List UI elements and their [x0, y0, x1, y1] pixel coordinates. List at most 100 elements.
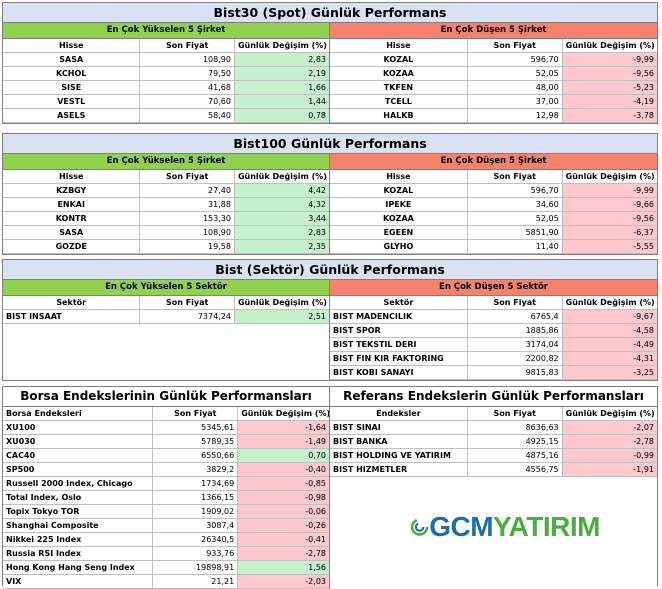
change-cell: -4,49: [562, 337, 657, 352]
change-cell: -4,58: [562, 323, 657, 338]
table-header-row: Endeksler Son Fiyat Günlük Değişim (%): [330, 407, 657, 421]
borsa-indices-table: Borsa Endeksleri Son Fiyat Günlük Değişim …: [3, 407, 329, 589]
bist30-title: Bist30 (Spot) Günlük Performans: [3, 3, 657, 23]
bist30-gainers-table: Hisse Son Fiyat Günlük Değişim (%) SASA 108,…: [3, 39, 329, 123]
price-cell: 19,58: [139, 239, 235, 254]
price-cell: 37,00: [467, 94, 563, 109]
column-header: Son Fiyat: [467, 296, 563, 310]
column-header: Son Fiyat: [139, 39, 235, 53]
bist100-losers: En Çok Düşen 5 Şirket Hisse Son Fiyat Günl…: [330, 154, 657, 254]
name-cell: BIST TEKSTIL DERI: [330, 337, 468, 352]
table-row: BIST MADENCILIK 6765,4 -9,67: [330, 309, 657, 324]
name-cell: BIST HOLDING VE YATIRIM: [330, 448, 468, 463]
table-row: KONTR 153,30 3,44: [3, 211, 329, 226]
price-cell: 108,90: [139, 52, 235, 67]
column-header: Son Fiyat: [139, 296, 235, 310]
table-row: KOZAA 52,05 -9,56: [330, 211, 657, 226]
price-cell: 108,90: [139, 225, 235, 240]
table-row: IPEKE 34,60 -9,66: [330, 197, 657, 212]
change-cell: -2,03: [237, 574, 329, 589]
table-row: BIST BANKA 4925,15 -2,78: [330, 434, 657, 449]
change-cell: -2,78: [562, 434, 657, 449]
table-row: SP500 3829,2 -0,40: [3, 462, 329, 477]
change-cell: -5,55: [562, 239, 657, 254]
table-row: XU100 5345,61 -1,64: [3, 420, 329, 435]
indices-section: Borsa Endekslerinin Günlük Performanslar…: [2, 386, 658, 589]
change-cell: 4,42: [234, 183, 329, 198]
reference-indices-title: Referans Endekslerin Günlük Performansla…: [330, 387, 657, 407]
sector-gainers-table: Sektör Son Fiyat Günlük Değişim (%) BIST IN…: [3, 296, 329, 324]
table-row: ASELS 58,40 0,78: [3, 108, 329, 123]
name-cell: KOZAL: [330, 183, 468, 198]
table-row: GOZDE 19,58 2,35: [3, 239, 329, 254]
table-row: ENKAI 31,88 4,32: [3, 197, 329, 212]
change-cell: -4,31: [562, 351, 657, 366]
table-row: BIST KOBI SANAYI 9815,83 -3,25: [330, 365, 657, 380]
table-row: KOZAL 596,70 -9,99: [330, 52, 657, 67]
name-cell: TCELL: [330, 94, 468, 109]
name-cell: BIST FIN KIR FAKTORING: [330, 351, 468, 366]
name-cell: ENKAI: [3, 197, 141, 212]
price-cell: 26340,5: [152, 532, 239, 547]
name-cell: GLYHO: [330, 239, 468, 254]
price-cell: 1909,02: [152, 504, 239, 519]
name-cell: Hong Kong Hang Seng Index: [3, 560, 154, 575]
price-cell: 8636,63: [467, 420, 563, 435]
column-header: Hisse: [330, 39, 468, 53]
change-cell: -9,66: [562, 197, 657, 212]
borsa-indices: Borsa Endekslerinin Günlük Performanslar…: [3, 387, 330, 589]
name-cell: KZBGY: [3, 183, 141, 198]
reference-indices-table: Endeksler Son Fiyat Günlük Değişim (%) BIST…: [330, 407, 657, 477]
price-cell: 6765,4: [467, 309, 563, 324]
bist100-gainers-table: Hisse Son Fiyat Günlük Değişim (%) KZBGY 27,…: [3, 170, 329, 254]
column-header: Günlük Değişim (%): [234, 170, 329, 184]
change-cell: 2,83: [234, 225, 329, 240]
name-cell: BIST BANKA: [330, 434, 468, 449]
change-cell: -9,67: [562, 309, 657, 324]
table-row: Topix Tokyo TOR 1909,02 -0,06: [3, 504, 329, 519]
price-cell: 3174,04: [467, 337, 563, 352]
reference-indices: Referans Endekslerin Günlük Performansla…: [330, 387, 657, 589]
name-cell: Russell 2000 Index, Chicago: [3, 476, 154, 491]
change-cell: 2,51: [234, 309, 329, 324]
price-cell: 4925,15: [467, 434, 563, 449]
gcm-swirl-icon: [410, 518, 429, 536]
price-cell: 52,05: [467, 66, 563, 81]
bist30-gainers-title: En Çok Yükselen 5 Şirket: [3, 23, 329, 39]
table-header-row: Hisse Son Fiyat Günlük Değişim (%): [330, 170, 657, 184]
name-cell: Shanghai Composite: [3, 518, 154, 533]
change-cell: -9,56: [562, 211, 657, 226]
change-cell: -1,91: [562, 462, 657, 477]
table-header-row: Borsa Endeksleri Son Fiyat Günlük Değişim …: [3, 407, 329, 421]
name-cell: KOZAA: [330, 66, 468, 81]
name-cell: KOZAL: [330, 52, 468, 67]
change-cell: -2,07: [562, 420, 657, 435]
price-cell: 79,50: [139, 66, 235, 81]
table-row: VIX 21,21 -2,03: [3, 574, 329, 589]
table-row: BIST SINAI 8636,63 -2,07: [330, 420, 657, 435]
price-cell: 41,68: [139, 80, 235, 95]
bist100-gainers: En Çok Yükselen 5 Şirket Hisse Son Fiyat G…: [3, 154, 330, 254]
change-cell: -0,99: [562, 448, 657, 463]
name-cell: SASA: [3, 225, 141, 240]
column-header: Son Fiyat: [152, 407, 239, 421]
change-cell: -3,78: [562, 108, 657, 123]
change-cell: 1,66: [234, 80, 329, 95]
column-header: Günlük Değişim (%): [562, 296, 657, 310]
table-row: KCHOL 79,50 2,19: [3, 66, 329, 81]
table-row: TCELL 37,00 -4,19: [330, 94, 657, 109]
price-cell: 5789,35: [152, 434, 239, 449]
table-row: Hong Kong Hang Seng Index 19898,91 1,56: [3, 560, 329, 575]
price-cell: 11,40: [467, 239, 563, 254]
change-cell: -9,56: [562, 66, 657, 81]
sector-losers-table: Sektör Son Fiyat Günlük Değişim (%) BIST MA…: [330, 296, 657, 380]
table-row: SASA 108,90 2,83: [3, 225, 329, 240]
table-row: KOZAL 596,70 -9,99: [330, 183, 657, 198]
change-cell: 1,56: [237, 560, 329, 575]
logo-prefix: GCM: [429, 511, 494, 542]
name-cell: IPEKE: [330, 197, 468, 212]
price-cell: 4556,75: [467, 462, 563, 477]
table-header-row: Hisse Son Fiyat Günlük Değişim (%): [330, 39, 657, 53]
change-cell: 4,32: [234, 197, 329, 212]
logo-suffix: YATIRIM: [493, 511, 600, 542]
